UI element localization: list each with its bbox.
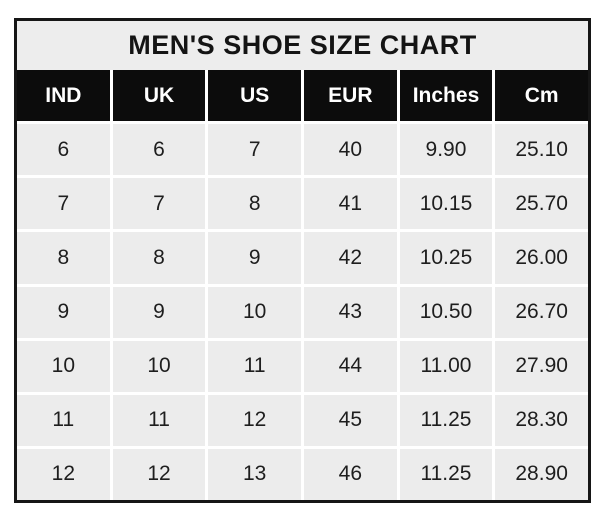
size-table-grid: IND UK US EUR Inches Cm 6 6 7 40 9.90 25… (17, 70, 588, 500)
table-cell: 25.70 (495, 178, 588, 230)
table-cell: 43 (303, 286, 397, 338)
table-cell: 11.00 (399, 340, 493, 392)
table-cell: 7 (17, 178, 110, 230)
table-cell: 41 (303, 178, 397, 230)
table-cell: 10 (112, 340, 206, 392)
column-header-us: US (208, 70, 301, 122)
table-cell: 11 (112, 394, 206, 446)
table-cell: 12 (112, 448, 206, 500)
table-cell: 10.15 (399, 178, 493, 230)
table-cell: 27.90 (495, 340, 588, 392)
table-cell: 6 (112, 124, 206, 176)
table-cell: 28.90 (495, 448, 588, 500)
table-cell: 10.50 (399, 286, 493, 338)
table-cell: 11 (208, 340, 301, 392)
table-cell: 8 (17, 232, 110, 284)
table-cell: 40 (303, 124, 397, 176)
chart-title: MEN'S SHOE SIZE CHART (17, 21, 588, 70)
table-cell: 44 (303, 340, 397, 392)
table-cell: 7 (208, 124, 301, 176)
table-cell: 9 (17, 286, 110, 338)
table-cell: 9.90 (399, 124, 493, 176)
column-header-ind: IND (17, 70, 110, 122)
table-cell: 9 (112, 286, 206, 338)
table-cell: 25.10 (495, 124, 588, 176)
column-header-inches: Inches (399, 70, 493, 122)
table-cell: 10 (17, 340, 110, 392)
table-cell: 46 (303, 448, 397, 500)
table-cell: 13 (208, 448, 301, 500)
table-cell: 11.25 (399, 448, 493, 500)
table-cell: 10.25 (399, 232, 493, 284)
table-cell: 10 (208, 286, 301, 338)
column-header-cm: Cm (495, 70, 588, 122)
table-cell: 11 (17, 394, 110, 446)
table-cell: 42 (303, 232, 397, 284)
table-cell: 8 (112, 232, 206, 284)
table-cell: 26.00 (495, 232, 588, 284)
table-cell: 28.30 (495, 394, 588, 446)
table-cell: 45 (303, 394, 397, 446)
table-cell: 26.70 (495, 286, 588, 338)
table-cell: 7 (112, 178, 206, 230)
shoe-size-chart-table: MEN'S SHOE SIZE CHART IND UK US EUR Inch… (14, 18, 591, 503)
column-header-eur: EUR (303, 70, 397, 122)
table-cell: 8 (208, 178, 301, 230)
table-cell: 12 (17, 448, 110, 500)
table-cell: 11.25 (399, 394, 493, 446)
column-header-uk: UK (112, 70, 206, 122)
table-cell: 9 (208, 232, 301, 284)
table-cell: 12 (208, 394, 301, 446)
table-cell: 6 (17, 124, 110, 176)
